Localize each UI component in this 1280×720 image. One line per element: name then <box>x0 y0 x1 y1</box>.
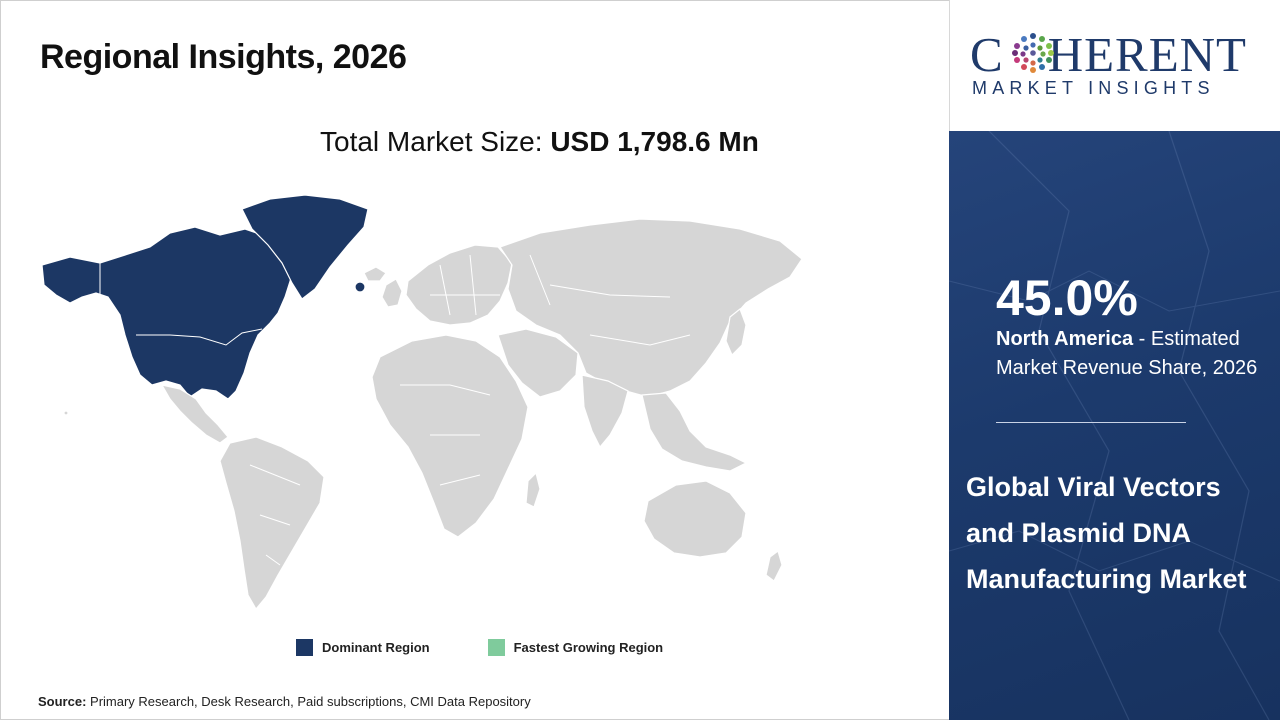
map-border-asia <box>529 254 691 346</box>
map-region-new-zealand <box>765 549 783 582</box>
total-market-size: Total Market Size: USD 1,798.6 Mn <box>320 126 759 158</box>
map-region-north-america <box>41 226 293 400</box>
market-name: Global Viral Vectors and Plasmid DNA Man… <box>966 472 1247 594</box>
map-region-southeast-asia <box>641 392 748 472</box>
world-map-svg <box>41 194 803 611</box>
map-border-us-canada <box>136 328 263 346</box>
share-text: - Estimated Market Revenue Share, 2026 <box>996 328 1258 379</box>
logo-word-suffix: HERENT <box>1047 27 1247 82</box>
map-region-greenland <box>241 194 369 300</box>
panel-texture <box>949 131 1280 720</box>
map-border-south-america <box>249 464 301 566</box>
share-description: North America - Estimated Market Revenue… <box>996 325 1266 383</box>
logo-word-prefix: C <box>970 27 1004 82</box>
share-value: 45.0% <box>996 270 1138 326</box>
map-region-island <box>354 281 366 293</box>
page-title: Regional Insights, 2026 <box>40 38 407 76</box>
map-region-middle-east <box>497 328 579 398</box>
legend-label-fastest: Fastest Growing Region <box>513 640 664 655</box>
source-text: Primary Research, Desk Research, Paid su… <box>86 694 531 709</box>
map-region-central-america <box>160 384 229 444</box>
map-border-europe <box>430 254 500 316</box>
map-region-asia <box>499 218 803 398</box>
map-region-australia <box>643 480 747 558</box>
logo-dots-icon <box>1012 33 1054 73</box>
share-region: North America <box>996 328 1134 350</box>
map-region-uk <box>381 278 403 308</box>
map-region-island <box>63 410 69 416</box>
legend-label-dominant: Dominant Region <box>322 640 430 655</box>
map-region-africa <box>371 334 529 538</box>
market-size-value: USD 1,798.6 Mn <box>550 126 759 157</box>
panel-divider <box>996 422 1186 423</box>
market-size-label: Total Market Size: <box>320 126 551 157</box>
map-region-europe <box>405 244 513 326</box>
map-border-africa <box>400 384 491 486</box>
map-region-south-america <box>219 436 325 611</box>
insight-panel: 45.0% North America - Estimated Market R… <box>949 131 1280 720</box>
logo-wordmark: C HERENT <box>970 26 1247 83</box>
logo-subtitle: MARKET INSIGHTS <box>972 78 1215 98</box>
map-region-madagascar <box>525 471 541 508</box>
map-legend: Dominant Region Fastest Growing Region <box>296 639 663 656</box>
legend-item-dominant: Dominant Region <box>296 639 430 656</box>
legend-swatch-fastest <box>487 639 505 656</box>
company-logo: C HERENT MARKET INSIGHTS <box>949 0 1280 131</box>
map-region-japan <box>725 308 747 357</box>
source-label: Source: <box>38 694 87 709</box>
legend-item-fastest: Fastest Growing Region <box>487 639 664 656</box>
legend-swatch-dominant <box>296 639 313 656</box>
map-region-iceland <box>363 266 387 282</box>
world-map <box>30 185 830 625</box>
source-note: Source: Primary Research, Desk Research,… <box>38 694 531 709</box>
map-region-india <box>581 374 629 449</box>
